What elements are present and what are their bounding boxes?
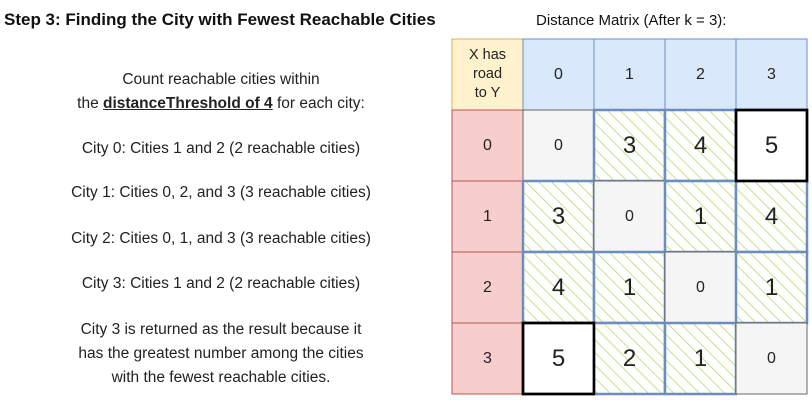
matrix-cell-1-0-value: 3: [552, 203, 565, 230]
conclusion-text: City 3 is returned as the result because…: [14, 318, 428, 390]
matrix-cell-2-3: [734, 250, 809, 325]
city-3-line: City 3: Cities 1 and 2 (2 reachable citi…: [81, 275, 361, 292]
unreachable-border-1: [521, 321, 596, 396]
city-1-line: City 1: Cities 0, 2, and 3 (3 reachable …: [71, 184, 371, 201]
matrix-cell-2-2-value: 0: [696, 279, 705, 296]
col-header-label-3: 3: [767, 66, 776, 83]
matrix-cell-0-0-value: 0: [554, 137, 563, 154]
row-header-1: [451, 180, 524, 253]
matrix-cell-0-1: [592, 108, 667, 183]
matrix-cell-1-0: [521, 179, 596, 254]
city-0-line: City 0: Cities 1 and 2 (2 reachable citi…: [81, 140, 361, 157]
col-header-label-0: 0: [554, 66, 563, 83]
row-header-3: [451, 322, 524, 395]
matrix-cell-1-1-value: 0: [625, 208, 634, 225]
conclusion-line-2: has the greatest number among the cities: [78, 345, 364, 362]
matrix-cell-1-2: [663, 179, 738, 254]
matrix-cell-0-1-value: 3: [623, 132, 636, 159]
intro-line-2: the distanceThreshold of 4 for each city…: [14, 92, 428, 116]
matrix-cell-0-2-value: 4: [694, 132, 707, 159]
matrix-title: Distance Matrix (After k = 3):: [536, 12, 727, 29]
matrix-cell-0-2: [663, 108, 738, 183]
matrix-cell-3-2-value: 1: [694, 345, 707, 372]
conclusion-line-3: with the fewest reachable cities.: [111, 369, 331, 386]
matrix-cell-2-3-value: 1: [765, 274, 778, 301]
matrix-cell-3-2: [663, 321, 738, 396]
matrix-cell-2-0-value: 4: [552, 274, 565, 301]
matrix-cell-3-1: [592, 321, 667, 396]
matrix-cell-1-1: [593, 180, 666, 253]
matrix-cell-3-3: [735, 322, 808, 395]
threshold-highlight: distanceThreshold of 4: [103, 95, 273, 112]
matrix-cell-3-3-value: 0: [767, 350, 776, 367]
matrix-corner-label-1: road: [473, 66, 502, 82]
row-header-label-1: 1: [483, 208, 492, 225]
intro-line-2-prefix: the: [77, 95, 103, 112]
matrix-cell-3-0-value: 5: [552, 345, 565, 372]
row-header-label-2: 2: [483, 279, 492, 296]
matrix-cell-2-0: [521, 250, 596, 325]
matrix-cell-0-3-value: 5: [765, 132, 778, 159]
col-header-3: [735, 38, 808, 111]
matrix-cell-1-3-value: 4: [765, 203, 778, 230]
row-header-label-0: 0: [483, 137, 492, 154]
intro-line-1: Count reachable cities within: [122, 71, 320, 88]
matrix-corner-label-0: X has: [469, 47, 506, 63]
matrix-cell-1-2-value: 1: [694, 203, 707, 230]
city-2-line: City 2: Cities 0, 1, and 3 (3 reachable …: [71, 230, 371, 247]
matrix-cell-2-2: [664, 251, 737, 324]
col-header-label-2: 2: [696, 66, 705, 83]
matrix-corner-cell: [451, 38, 524, 111]
page-title: Step 3: Finding the City with Fewest Rea…: [4, 10, 436, 29]
conclusion-line-1: City 3 is returned as the result because…: [80, 321, 362, 338]
col-header-1: [593, 38, 666, 111]
col-header-label-1: 1: [625, 66, 634, 83]
unreachable-border-0: [734, 108, 809, 183]
intro-text: Count reachable cities within the distan…: [14, 68, 428, 116]
intro-line-2-suffix: for each city:: [272, 95, 365, 112]
matrix-cell-3-1-value: 2: [623, 345, 636, 372]
matrix-corner-label-2: to Y: [475, 85, 501, 101]
row-header-label-3: 3: [483, 350, 492, 367]
matrix-cell-2-1-value: 1: [623, 274, 636, 301]
